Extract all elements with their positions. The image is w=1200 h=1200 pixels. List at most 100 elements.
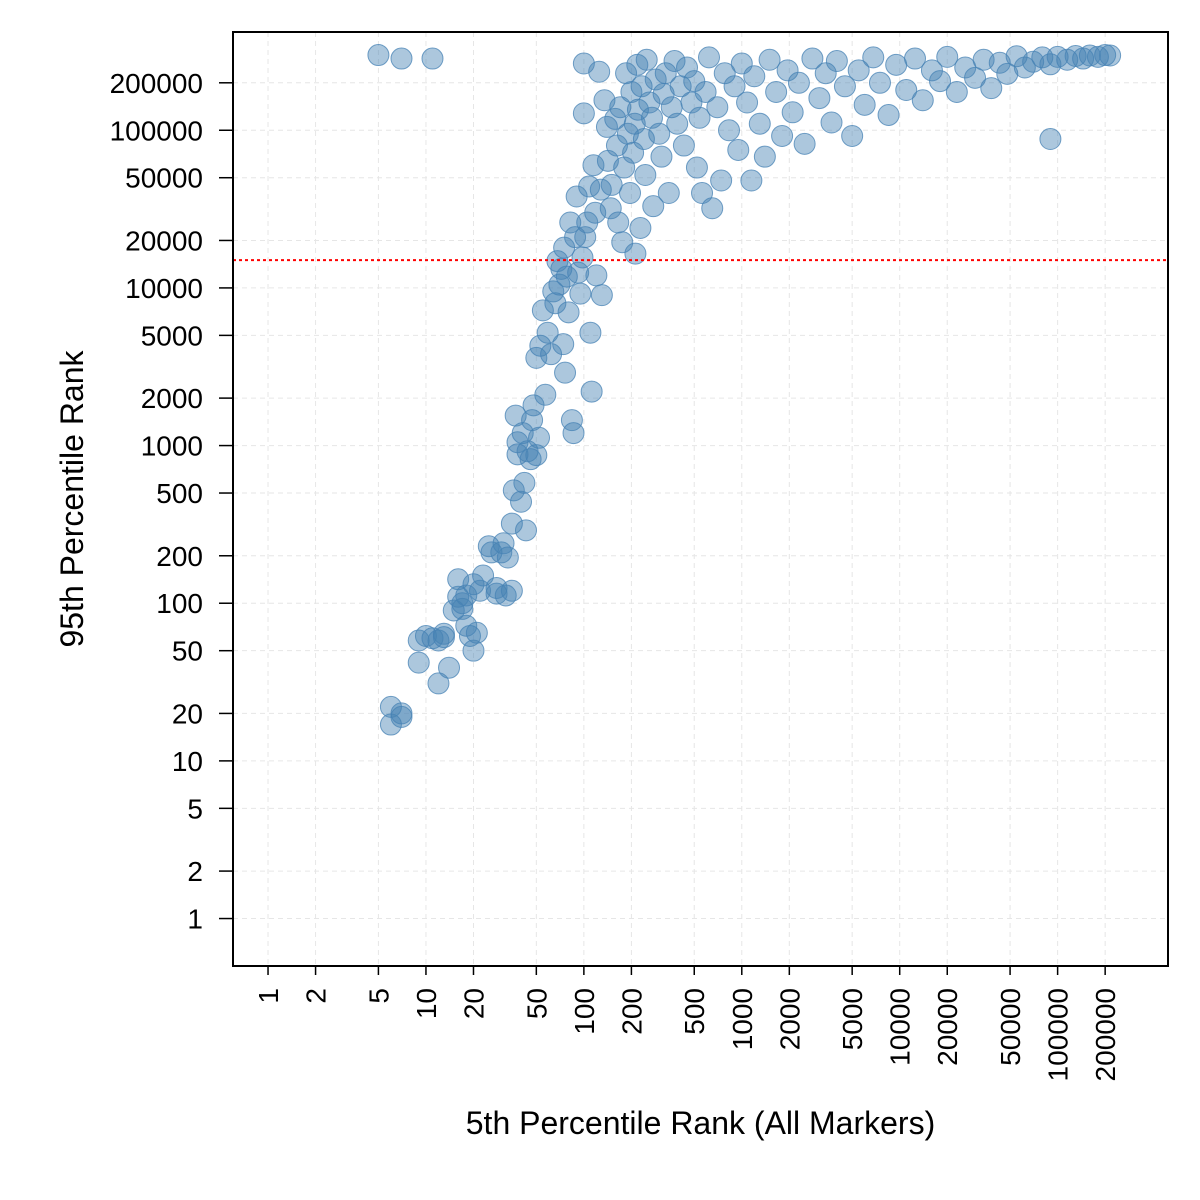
data-point xyxy=(945,80,968,103)
y-axis-title: 95th Percentile Rank xyxy=(54,349,90,647)
x-axis-title: 5th Percentile Rank (All Markers) xyxy=(466,1105,935,1141)
x-tick-label: 100 xyxy=(569,988,600,1035)
data-point xyxy=(877,103,900,126)
data-point xyxy=(513,471,536,494)
data-point xyxy=(528,426,551,449)
data-point xyxy=(936,45,959,68)
grid-lines xyxy=(233,32,1168,966)
data-point xyxy=(743,65,766,88)
data-point xyxy=(776,59,799,82)
data-point xyxy=(833,75,856,98)
data-point xyxy=(432,626,455,649)
data-point xyxy=(620,80,643,103)
plot-frame xyxy=(232,31,1169,967)
data-point xyxy=(654,62,677,85)
data-point xyxy=(1046,45,1069,68)
data-point xyxy=(557,301,580,324)
data-point xyxy=(688,106,711,129)
data-point xyxy=(588,60,611,83)
data-point xyxy=(988,51,1011,74)
data-point xyxy=(514,519,537,542)
x-tick-label: 1000 xyxy=(727,988,758,1050)
data-point xyxy=(825,49,848,72)
data-point xyxy=(904,47,927,70)
data-point xyxy=(599,197,622,220)
data-point xyxy=(847,59,870,82)
data-point xyxy=(666,112,689,135)
data-point xyxy=(367,44,390,67)
data-point xyxy=(808,87,831,110)
data-point xyxy=(500,512,523,535)
data-point xyxy=(1086,45,1109,68)
data-point xyxy=(562,422,585,445)
data-point xyxy=(462,639,485,662)
y-tick-label: 10000 xyxy=(125,273,203,304)
data-point xyxy=(600,173,623,196)
data-point xyxy=(438,656,461,679)
data-point xyxy=(758,48,781,71)
y-tick-label: 200 xyxy=(156,541,203,572)
data-point xyxy=(1005,45,1028,68)
data-point xyxy=(531,299,554,322)
data-point xyxy=(920,59,943,82)
data-point xyxy=(718,119,741,142)
data-point xyxy=(691,181,714,204)
data-point xyxy=(451,597,474,620)
data-point xyxy=(1099,44,1122,67)
x-tick-label: 2000 xyxy=(774,988,805,1050)
x-tick-label: 50 xyxy=(521,988,552,1019)
data-point xyxy=(626,98,649,121)
data-point xyxy=(895,79,918,102)
x-tick-label: 500 xyxy=(679,988,710,1035)
data-point xyxy=(615,62,638,85)
data-point xyxy=(442,599,465,622)
data-point xyxy=(571,246,594,269)
data-point xyxy=(694,80,717,103)
data-point xyxy=(929,70,952,93)
y-tick-label: 1000 xyxy=(141,431,203,462)
data-point xyxy=(544,292,567,315)
data-point xyxy=(390,47,413,70)
data-point xyxy=(885,53,908,76)
y-tick-label: 10 xyxy=(172,746,203,777)
data-point xyxy=(996,62,1019,85)
data-point xyxy=(407,629,430,652)
data-point xyxy=(609,96,632,119)
x-axis-ticks: 1 2 5 10 20 50 100 200 500 1000 2000 5000 10000 20000… xyxy=(253,966,1121,1081)
data-point xyxy=(559,211,582,234)
data-point xyxy=(427,672,450,695)
data-point xyxy=(748,112,771,135)
data-point xyxy=(972,48,995,71)
data-point xyxy=(672,134,695,157)
y-tick-label: 1 xyxy=(187,904,203,935)
data-point xyxy=(595,115,618,138)
data-point xyxy=(814,62,837,85)
data-point xyxy=(590,284,613,307)
data-point xyxy=(525,444,548,467)
data-point xyxy=(447,585,470,608)
data-point xyxy=(534,383,557,406)
data-point xyxy=(582,154,605,177)
data-point xyxy=(964,66,987,89)
data-point xyxy=(853,93,876,116)
y-tick-label: 50000 xyxy=(125,163,203,194)
data-point xyxy=(685,156,708,179)
data-point xyxy=(605,134,628,157)
data-point xyxy=(580,380,603,403)
data-point xyxy=(634,164,657,187)
data-point xyxy=(736,91,759,114)
x-tick-label: 5 xyxy=(363,988,394,1004)
data-point xyxy=(630,75,653,98)
data-point xyxy=(510,490,533,513)
data-point xyxy=(554,361,577,384)
data-point xyxy=(1094,44,1117,67)
data-point xyxy=(579,321,602,344)
data-point xyxy=(390,702,413,725)
data-point xyxy=(635,48,658,71)
data-point xyxy=(765,80,788,103)
x-tick-label: 10000 xyxy=(885,988,916,1066)
y-tick-label: 100000 xyxy=(110,115,203,146)
y-axis-ticks: 1 2 5 10 20 50 100 200 500 1000 2000 5000 10000 20000… xyxy=(110,68,233,935)
data-point xyxy=(504,404,527,427)
